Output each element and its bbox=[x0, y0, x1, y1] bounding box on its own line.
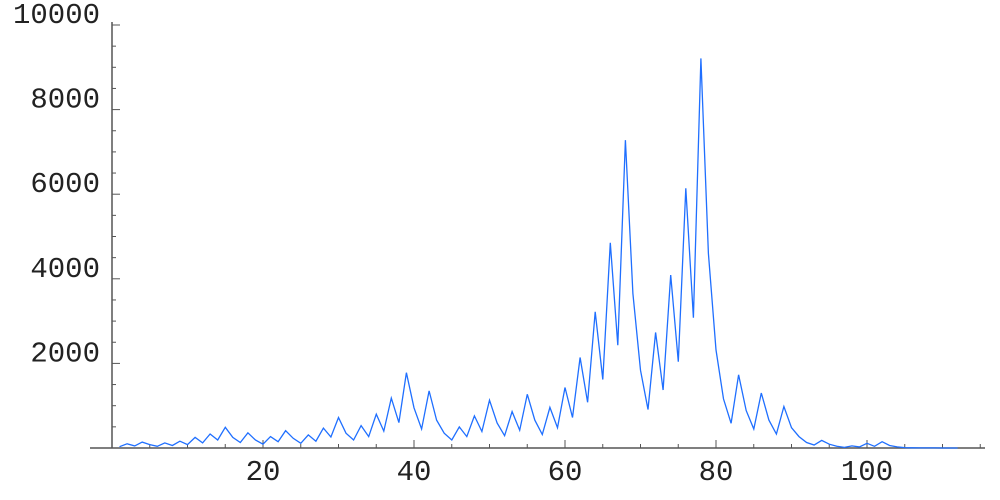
series-group bbox=[119, 58, 958, 449]
y-tick-label-6000: 6000 bbox=[30, 168, 100, 201]
y-tick-label-8000: 8000 bbox=[30, 84, 100, 117]
series-line bbox=[119, 58, 958, 449]
tick-labels: 20 40 60 80 100 2000 4000 6000 8000 1000… bbox=[13, 0, 893, 489]
x-tick-label-80: 80 bbox=[699, 456, 734, 489]
x-tick-label-100: 100 bbox=[841, 456, 893, 489]
y-tick-label-10000: 10000 bbox=[13, 0, 100, 32]
axes bbox=[90, 22, 985, 449]
ticks bbox=[112, 24, 981, 448]
y-tick-label-2000: 2000 bbox=[30, 337, 100, 370]
x-tick-label-40: 40 bbox=[397, 456, 432, 489]
x-tick-label-20: 20 bbox=[246, 456, 281, 489]
y-tick-label-4000: 4000 bbox=[30, 253, 100, 286]
x-tick-label-60: 60 bbox=[548, 456, 583, 489]
